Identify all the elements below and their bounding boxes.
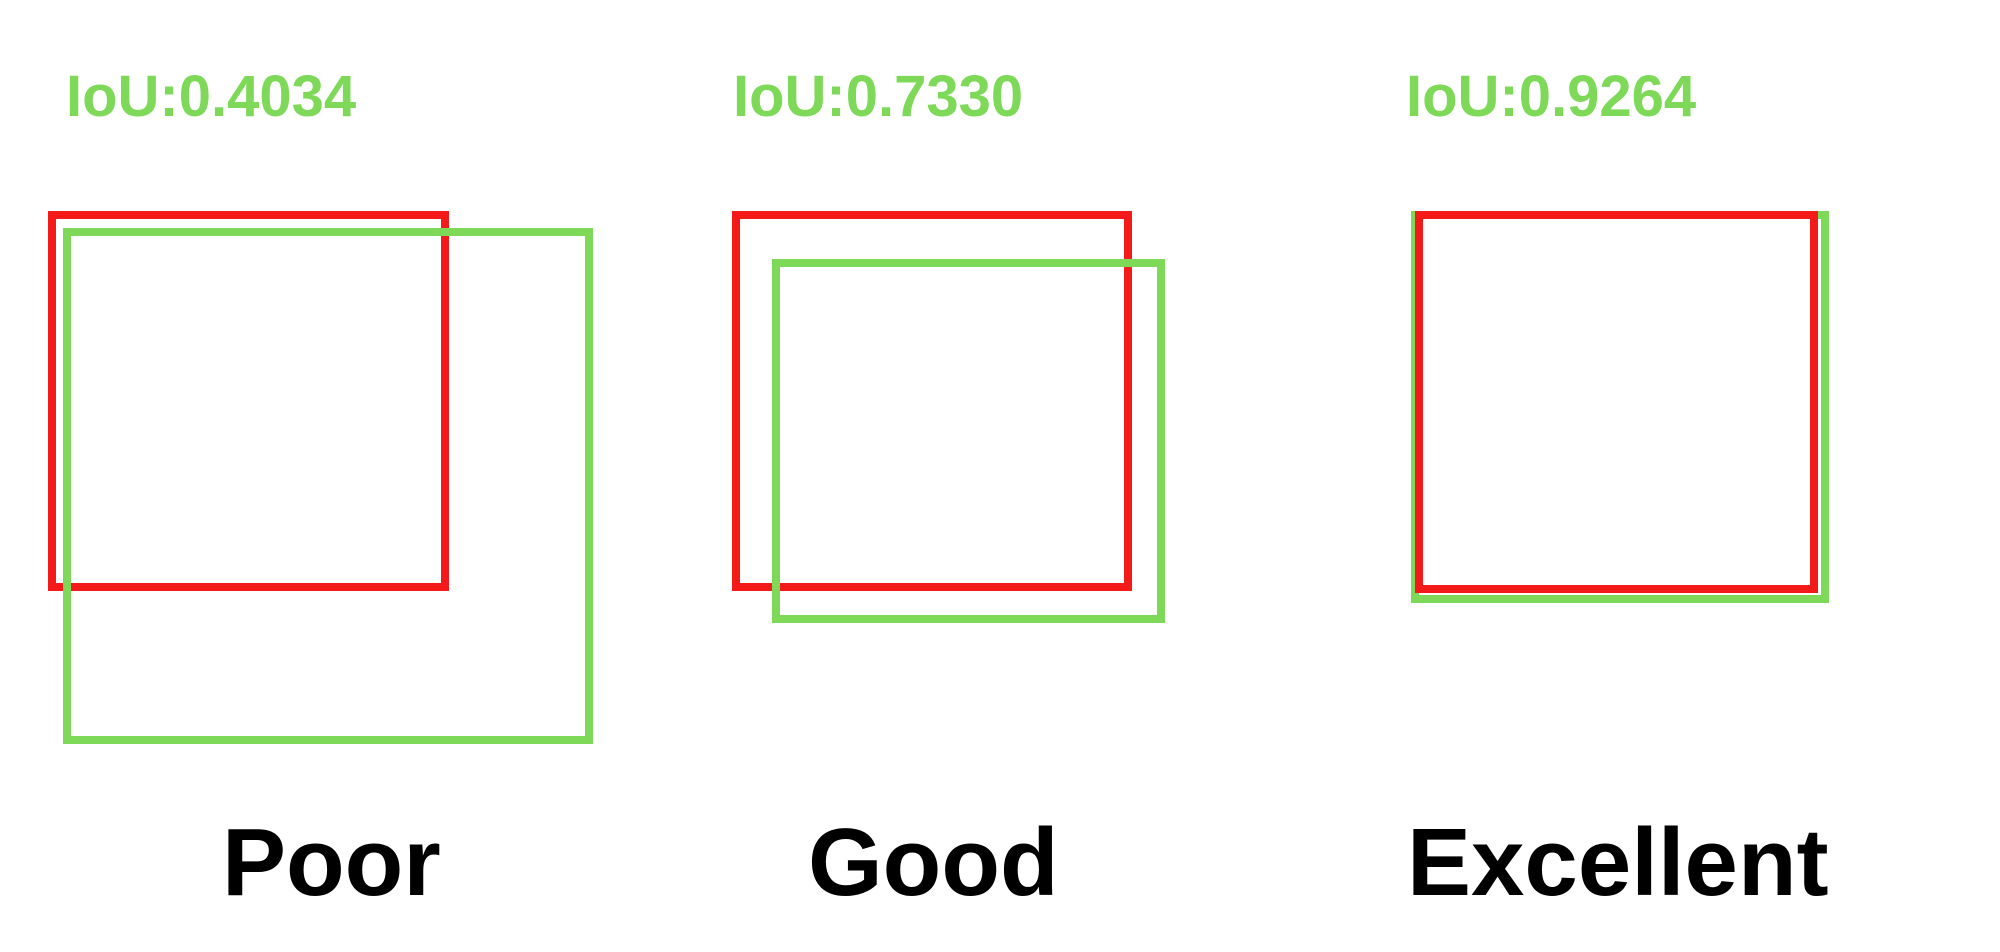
ground-truth-box-good: [772, 259, 1165, 623]
quality-label-excellent: Excellent: [1407, 809, 1829, 916]
iou-score-good: IoU:0.7330: [733, 64, 1024, 129]
example-poor: IoU:0.4034 Poor: [0, 0, 700, 952]
iou-score-poor: IoU:0.4034: [66, 64, 357, 129]
example-good: IoU:0.7330 Good: [732, 64, 1165, 916]
iou-score-excellent: IoU:0.9264: [1406, 64, 1697, 129]
ground-truth-box-poor: [63, 228, 593, 744]
predicted-box-poor: [48, 211, 449, 591]
predicted-box-excellent: [1415, 211, 1818, 593]
quality-label-good: Good: [808, 809, 1059, 916]
predicted-box-good: [732, 211, 1132, 591]
quality-label-poor: Poor: [222, 809, 441, 916]
